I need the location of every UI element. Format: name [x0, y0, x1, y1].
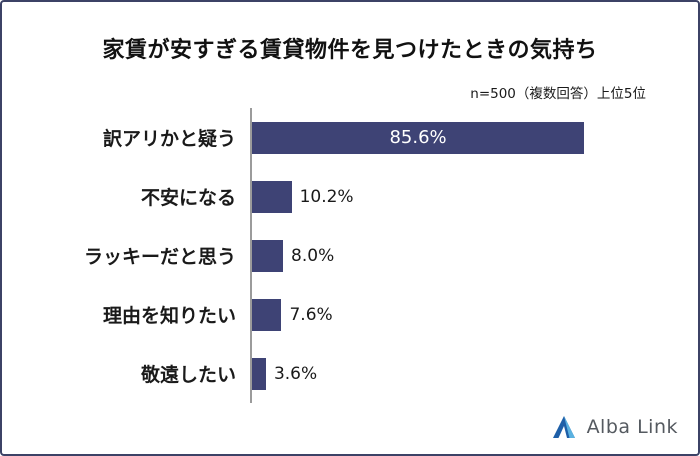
- bar: [252, 239, 284, 272]
- category-label: ラッキーだと思う: [83, 246, 236, 268]
- value-label: 10.2%: [299, 186, 354, 207]
- value-label: 85.6%: [389, 127, 447, 148]
- bar-chart: 訳アリかと疑う 85.6% 不安になる 10.2% ラッキーだと思う 8.0% 理由を知りた…: [2, 108, 698, 403]
- bar-row: 理由を知りたい 7.6%: [2, 285, 698, 344]
- bar-area: 3.6%: [250, 344, 698, 403]
- bar: [252, 357, 266, 390]
- albalink-logo: Alba Link: [550, 414, 678, 440]
- bar-area: 7.6%: [250, 285, 698, 344]
- category-label: 訳アリかと疑う: [102, 128, 236, 150]
- bar: [252, 298, 282, 331]
- chart-title: 家賃が安すぎる賃貸物件を見つけたときの気持ち: [102, 38, 598, 63]
- albalink-triangle-icon: [550, 414, 578, 440]
- bar-row: 訳アリかと疑う 85.6%: [2, 108, 698, 167]
- bar-row: ラッキーだと思う 8.0%: [2, 226, 698, 285]
- value-label: 8.0%: [291, 245, 335, 266]
- bar-row: 敬遠したい 3.6%: [2, 344, 698, 403]
- sample-note: n=500（複数回答）上位5位: [470, 86, 646, 102]
- bar-area: 8.0%: [250, 226, 698, 285]
- bar: [252, 180, 292, 213]
- category-label: 不安になる: [140, 187, 236, 209]
- albalink-logo-text: Alba Link: [586, 416, 678, 438]
- value-label: 3.6%: [273, 363, 318, 384]
- bar-row: 不安になる 10.2%: [2, 167, 698, 226]
- bar-area: 85.6%: [250, 108, 698, 167]
- bar: 85.6%: [252, 121, 585, 154]
- category-label: 理由を知りたい: [102, 305, 236, 327]
- bar-area: 10.2%: [250, 167, 698, 226]
- category-label: 敬遠したい: [140, 364, 236, 386]
- value-label: 7.6%: [289, 304, 333, 325]
